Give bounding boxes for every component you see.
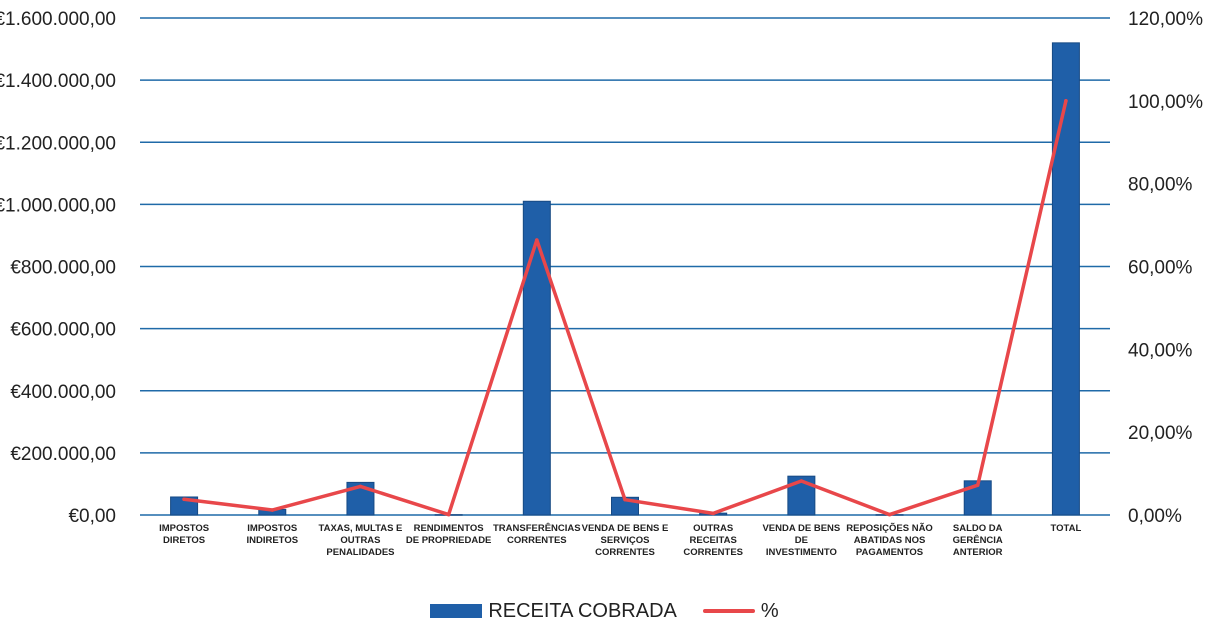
percent-point-8 <box>887 512 892 517</box>
legend-line-swatch <box>702 609 755 613</box>
legend-label-percent: % <box>760 599 779 622</box>
y-left-tick-label: €1.200.000,00 <box>0 133 116 154</box>
legend-item-percent: % <box>702 599 779 623</box>
percent-point-9 <box>975 483 980 487</box>
percent-point-10 <box>1064 99 1068 103</box>
y-left-tick-label: €400.000,00 <box>10 382 116 403</box>
percent-point-0 <box>182 497 186 502</box>
x-category-label: REPOSIÇÕES NÃO ABATIDAS NOS PAGAMENTOS <box>846 523 933 558</box>
legend-item-receita: RECEITA COBRADA <box>430 600 677 623</box>
x-category-label: IMPOSTOS DIRETOS <box>159 523 209 546</box>
y-left-tick-label: €200.000,00 <box>10 444 116 465</box>
x-category-label: OUTRAS RECEITAS CORRENTES <box>683 523 743 558</box>
x-category-label: SALDO DA GERÊNCIA ANTERIOR <box>953 523 1003 558</box>
x-category-label: VENDA DE BENS E SERVIÇOS CORRENTES <box>582 523 669 558</box>
y-axis-right: 0,00% 20,00% 40,00% 60,00% 80,00% 100,00% 120,… <box>1128 9 1203 527</box>
y-right-tick-label: 40,00% <box>1128 340 1193 361</box>
y-right-tick-label: 60,00% <box>1128 258 1193 279</box>
y-right-tick-label: 120,00% <box>1128 9 1203 30</box>
y-right-tick-label: 80,00% <box>1128 175 1193 196</box>
y-right-tick-label: 0,00% <box>1128 506 1182 527</box>
bar-4 <box>522 200 551 516</box>
percent-point-6 <box>711 511 715 516</box>
bar-10 <box>1051 42 1080 516</box>
x-category-label: TAXAS, MULTAS E OUTRAS PENALIDADES <box>318 523 402 558</box>
x-category-label: VENDA DE BENS DE INVESTIMENTO <box>762 523 840 558</box>
y-left-tick-label: €0,00 <box>68 506 116 527</box>
gridlines <box>140 17 1110 516</box>
y-axis-left: €0,00 €200.000,00 €400.000,00 €600.000,00 €8… <box>0 9 116 527</box>
percent-point-3 <box>446 512 451 517</box>
x-axis-categories: IMPOSTOS DIRETOS IMPOSTOS INDIRETOS TAXAS, M… <box>159 522 1081 558</box>
x-category-label: TRANSFERÊNCIAS CORRENTES <box>493 522 581 546</box>
x-category-label: IMPOSTOS INDIRETOS <box>246 523 298 546</box>
y-left-tick-label: €600.000,00 <box>10 320 116 341</box>
y-right-tick-label: 100,00% <box>1128 92 1203 113</box>
percent-point-7 <box>799 479 804 483</box>
legend: RECEITA COBRADA % <box>0 596 1209 626</box>
y-left-tick-label: €1.000.000,00 <box>0 195 116 216</box>
bar-series <box>170 42 1080 516</box>
x-category-label: TOTAL <box>1051 523 1082 534</box>
y-left-tick-label: €1.600.000,00 <box>0 9 116 30</box>
y-left-tick-label: €800.000,00 <box>10 258 116 279</box>
percent-point-1 <box>270 508 275 512</box>
legend-label-receita: RECEITA COBRADA <box>488 599 677 622</box>
line-series <box>182 99 1068 517</box>
y-left-tick-label: €1.400.000,00 <box>0 71 116 92</box>
chart-svg: €0,00 €200.000,00 €400.000,00 €600.000,00 €8… <box>0 9 1203 558</box>
percent-point-5 <box>623 497 627 502</box>
y-right-tick-label: 20,00% <box>1128 423 1193 444</box>
x-category-label: RENDIMENTOS DE PROPRIEDADE <box>406 523 492 546</box>
percent-point-2 <box>358 484 363 489</box>
legend-bar-swatch <box>430 604 483 618</box>
percent-point-4 <box>535 238 539 242</box>
